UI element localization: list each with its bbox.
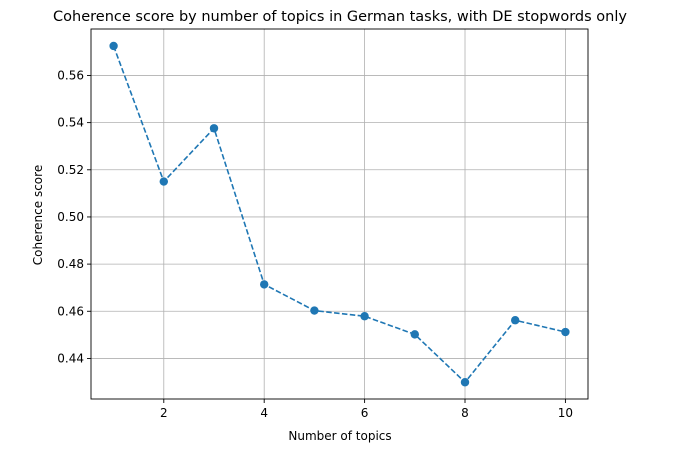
data-point [259, 280, 269, 289]
plot-frame [90, 28, 589, 400]
data-point [209, 124, 219, 133]
series-layer [109, 41, 570, 387]
x-axis-label: Number of topics [288, 429, 391, 443]
chart-title: Coherence score by number of topics in G… [53, 9, 627, 25]
y-tick-label: 0.46 [57, 304, 84, 318]
data-point [410, 330, 420, 339]
x-tick-label: 2 [160, 406, 168, 420]
data-point [511, 316, 520, 325]
series-line [112, 45, 566, 384]
y-tick-label: 0.50 [57, 210, 84, 224]
axes [87, 28, 589, 403]
y-tick-label: 0.52 [57, 163, 84, 177]
x-tick-label: 6 [361, 406, 369, 420]
y-axis-label: Coherence score [31, 165, 45, 265]
y-tick-label: 0.54 [57, 116, 84, 130]
data-point [561, 327, 570, 337]
y-tick-label: 0.48 [57, 257, 84, 271]
data-point [310, 306, 319, 315]
data-point [109, 41, 118, 51]
data-point [159, 177, 168, 186]
x-tick-label: 10 [558, 406, 573, 420]
data-point [460, 378, 470, 387]
x-tick-label: 4 [260, 406, 268, 420]
y-tick-label: 0.44 [57, 351, 84, 365]
y-tick-label: 0.56 [57, 68, 84, 82]
tick-labels: 2 4 6 8 10 0.44 0.46 0.48 0.50 0.52 0.54 0.56 [57, 68, 573, 420]
grid-lines [91, 29, 588, 399]
x-tick-label: 8 [461, 406, 469, 420]
data-point [360, 312, 369, 321]
